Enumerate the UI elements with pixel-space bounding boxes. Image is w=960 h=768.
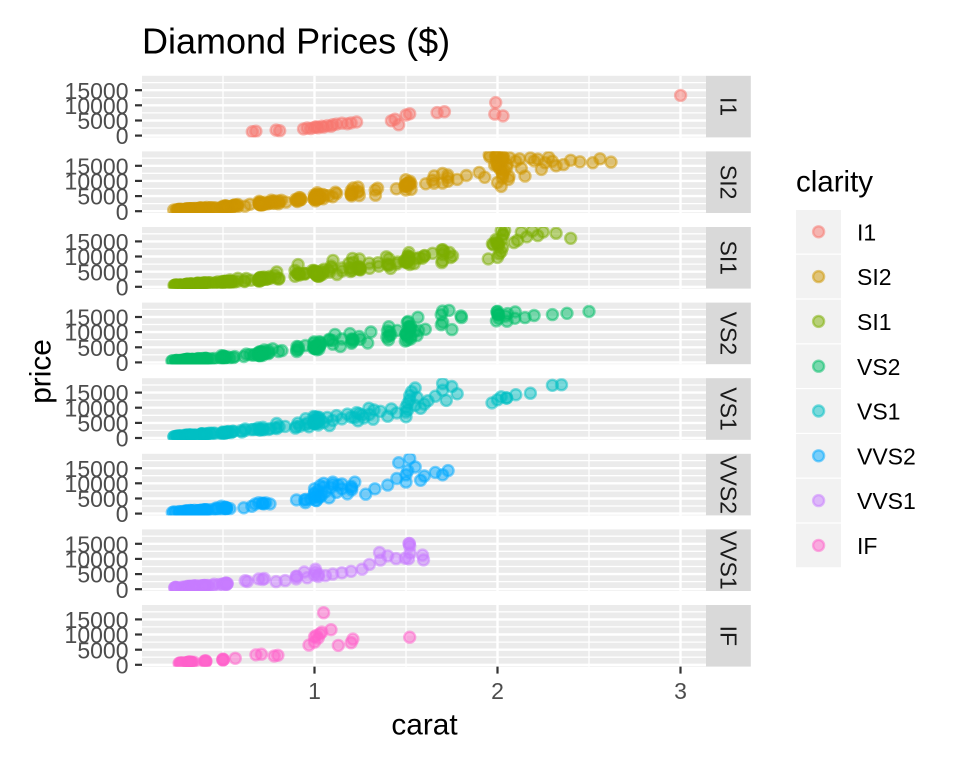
svg-text:SI1: SI1 — [715, 241, 741, 276]
svg-text:carat: carat — [391, 709, 458, 742]
svg-text:10000: 10000 — [65, 244, 129, 270]
svg-text:0: 0 — [116, 577, 129, 603]
svg-text:0: 0 — [116, 199, 129, 225]
svg-text:0: 0 — [116, 274, 129, 300]
svg-text:VS1: VS1 — [857, 399, 900, 425]
svg-text:10000: 10000 — [65, 547, 129, 573]
svg-text:VVS2: VVS2 — [857, 443, 916, 469]
svg-text:0: 0 — [116, 652, 129, 678]
svg-text:VVS1: VVS1 — [857, 488, 916, 514]
svg-text:10000: 10000 — [65, 169, 129, 195]
svg-text:10000: 10000 — [65, 622, 129, 648]
svg-text:15000: 15000 — [65, 531, 129, 557]
svg-text:15000: 15000 — [65, 456, 129, 482]
svg-text:3: 3 — [674, 678, 687, 704]
svg-text:5000: 5000 — [77, 184, 128, 210]
svg-text:5000: 5000 — [77, 562, 128, 588]
svg-text:I1: I1 — [715, 97, 741, 116]
svg-text:5000: 5000 — [77, 335, 128, 361]
svg-text:VVS1: VVS1 — [715, 531, 741, 590]
svg-text:5000: 5000 — [77, 108, 128, 134]
svg-text:10000: 10000 — [65, 93, 129, 119]
svg-text:0: 0 — [116, 123, 129, 149]
svg-text:10000: 10000 — [65, 320, 129, 346]
svg-text:15000: 15000 — [65, 380, 129, 406]
svg-text:0: 0 — [116, 426, 129, 452]
svg-text:Diamond Prices ($): Diamond Prices ($) — [142, 21, 450, 62]
svg-text:IF: IF — [857, 533, 877, 559]
svg-text:15000: 15000 — [65, 607, 129, 633]
svg-text:I1: I1 — [857, 219, 876, 245]
svg-text:price: price — [25, 339, 58, 404]
svg-text:10000: 10000 — [65, 471, 129, 497]
svg-text:0: 0 — [116, 350, 129, 376]
svg-text:5000: 5000 — [77, 259, 128, 285]
svg-text:2: 2 — [491, 678, 504, 704]
svg-text:VVS2: VVS2 — [715, 455, 741, 514]
svg-text:15000: 15000 — [65, 305, 129, 331]
svg-text:SI1: SI1 — [857, 309, 892, 335]
svg-text:5000: 5000 — [77, 411, 128, 437]
svg-text:clarity: clarity — [796, 166, 873, 199]
svg-text:VS2: VS2 — [715, 312, 741, 355]
svg-text:5000: 5000 — [77, 637, 128, 663]
svg-text:15000: 15000 — [65, 153, 129, 179]
svg-text:SI2: SI2 — [715, 165, 741, 200]
svg-text:1: 1 — [308, 678, 321, 704]
svg-text:IF: IF — [715, 626, 741, 646]
svg-text:15000: 15000 — [65, 78, 129, 104]
svg-text:10000: 10000 — [65, 395, 129, 421]
svg-text:5000: 5000 — [77, 486, 128, 512]
svg-text:SI2: SI2 — [857, 264, 892, 290]
svg-text:VS2: VS2 — [857, 354, 900, 380]
svg-text:VS1: VS1 — [715, 387, 741, 430]
svg-text:15000: 15000 — [65, 229, 129, 255]
svg-text:0: 0 — [116, 501, 129, 527]
